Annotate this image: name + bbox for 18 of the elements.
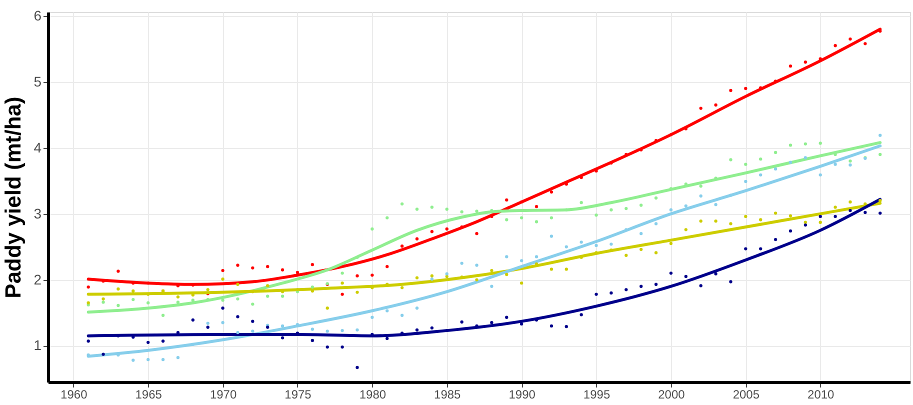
x-tick-label: 1995 — [583, 388, 610, 402]
y-tick-label: 1 — [34, 337, 42, 354]
y-tick-label: 3 — [34, 205, 42, 222]
y-tick-label: 5 — [34, 73, 42, 90]
x-tick-label: 1990 — [508, 388, 536, 402]
x-tick-label: 2000 — [658, 388, 686, 402]
y-tick-label: 2 — [34, 271, 42, 288]
x-tick-label: 1960 — [60, 388, 88, 402]
x-tick-label: 1975 — [284, 388, 312, 402]
x-tick-label: 1970 — [210, 388, 237, 402]
x-tick-label: 1980 — [359, 388, 386, 402]
x-tick-label: 1985 — [434, 388, 462, 402]
x-tick-label: 1965 — [135, 388, 162, 402]
y-tick-label: 6 — [34, 7, 42, 24]
y-axis-title: Paddy yield (mt/ha) — [0, 96, 26, 298]
y-tick-label: 4 — [34, 139, 42, 156]
x-tick-label: 2010 — [808, 388, 835, 402]
x-tick-label: 2005 — [732, 388, 760, 402]
